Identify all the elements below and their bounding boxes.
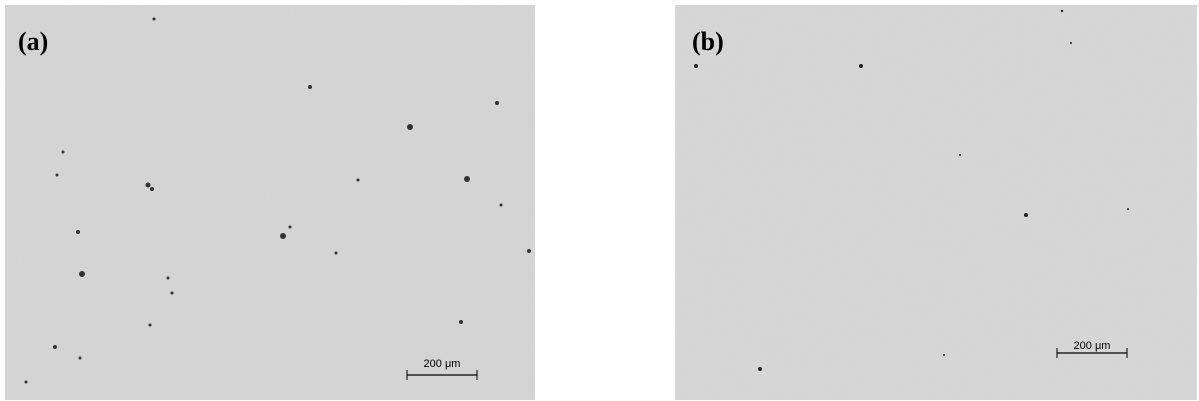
panel-label: (a) — [18, 27, 48, 56]
scale-bar-label: 200 μm — [424, 358, 461, 370]
micrograph-b — [675, 5, 1197, 400]
scale-bar-label: 200 μm — [1074, 340, 1111, 352]
micrograph-a — [5, 5, 535, 400]
panel-label: (b) — [692, 27, 724, 56]
